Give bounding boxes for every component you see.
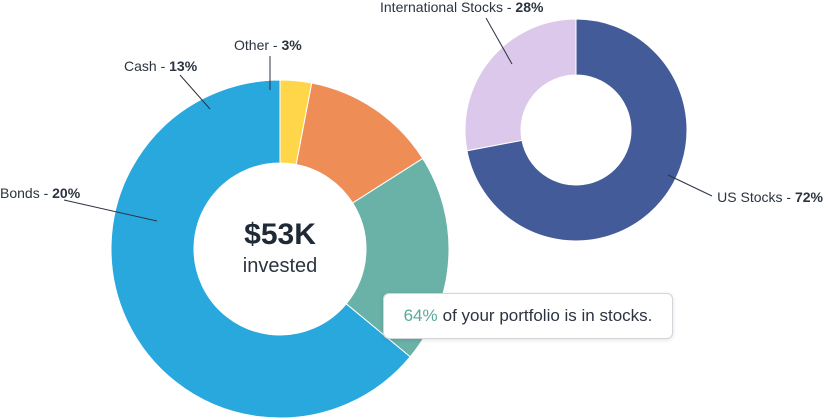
leader-cash <box>179 74 211 110</box>
slice-international-stocks <box>464 18 577 152</box>
callout-highlight: 64% <box>403 306 438 325</box>
label-bonds: Bonds - 20% <box>0 185 81 201</box>
leader-us-stocks <box>667 174 713 197</box>
label-cash: Cash - 13% <box>124 58 198 74</box>
label-leader-lines <box>63 17 713 222</box>
center-amount: $53K <box>244 218 316 251</box>
slice-us-stocks <box>466 18 688 242</box>
slice-stocks <box>110 79 411 419</box>
stocks-callout: 64% of your portfolio is in stocks. <box>383 293 673 339</box>
slice-other <box>279 79 313 166</box>
center-caption: invested <box>243 255 318 277</box>
leader-bonds <box>63 199 158 222</box>
stocks-breakdown-donut <box>464 18 688 242</box>
callout-text: of your portfolio is in stocks. <box>442 306 653 325</box>
label-us-stocks: US Stocks - 72% <box>717 189 823 205</box>
leader-international-stocks <box>485 17 513 65</box>
label-international-stocks: International Stocks - 28% <box>380 0 544 15</box>
label-other: Other - 3% <box>234 37 302 53</box>
